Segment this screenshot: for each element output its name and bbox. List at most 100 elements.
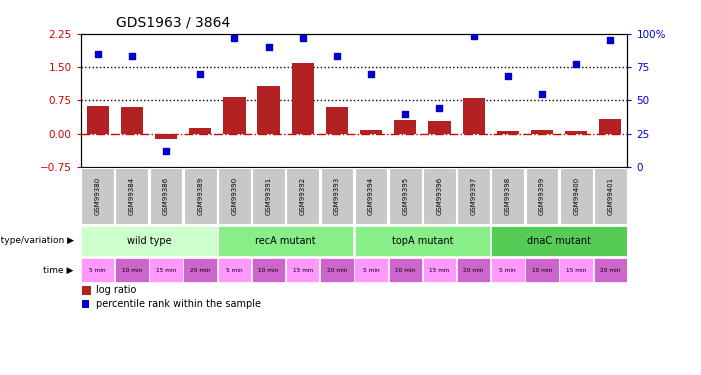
Bar [394,120,416,134]
Bar [423,258,456,282]
Text: 5 min: 5 min [90,267,106,273]
Bar [491,168,524,224]
Bar [87,106,109,134]
Bar [320,168,353,224]
Bar [286,258,320,282]
Bar [463,98,484,134]
Bar [121,107,143,134]
Text: percentile rank within the sample: percentile rank within the sample [96,299,261,309]
Bar [457,168,490,224]
Point [400,111,411,117]
Point [605,38,616,44]
Text: topA mutant: topA mutant [392,236,453,246]
Bar [218,226,353,256]
Text: GSM99400: GSM99400 [573,177,579,215]
Text: 5 min: 5 min [500,267,516,273]
Bar [594,168,627,224]
Text: GSM99386: GSM99386 [163,177,169,215]
Bar [155,134,177,139]
Text: GSM99384: GSM99384 [129,177,135,215]
Bar [252,168,285,224]
Point [229,35,240,41]
Bar [217,258,251,282]
Bar [252,258,285,282]
Bar [81,258,114,282]
Text: GSM99392: GSM99392 [300,177,306,215]
Bar [81,226,217,256]
Bar [531,130,553,134]
Bar [257,86,280,134]
Bar [389,168,422,224]
Point [468,33,479,39]
Bar [184,168,217,224]
Text: 20 min: 20 min [600,267,620,273]
Point [263,44,274,50]
Text: GSM99396: GSM99396 [437,177,442,215]
Bar [428,121,451,134]
Text: 10 min: 10 min [395,267,416,273]
Text: 15 min: 15 min [566,267,586,273]
Point [126,53,137,59]
Text: 5 min: 5 min [226,267,243,273]
Bar [594,258,627,282]
Point [571,62,582,68]
Bar [320,258,354,282]
Point [195,70,206,77]
Text: recA mutant: recA mutant [255,236,316,246]
Text: 10 min: 10 min [532,267,552,273]
Text: GSM99380: GSM99380 [95,177,101,215]
Text: GSM99394: GSM99394 [368,177,374,215]
Text: 15 min: 15 min [429,267,449,273]
Point [502,74,513,80]
Bar [82,300,90,308]
Text: GSM99399: GSM99399 [539,177,545,215]
Point [161,148,172,154]
Text: GSM99390: GSM99390 [231,177,238,215]
Text: dnaC mutant: dnaC mutant [527,236,591,246]
Bar [525,258,559,282]
Bar [355,168,388,224]
Bar [565,131,587,134]
Text: 20 min: 20 min [327,267,347,273]
Bar [559,168,592,224]
Bar [497,131,519,134]
Point [92,51,103,57]
Bar [224,97,245,134]
Bar [115,258,149,282]
Text: GSM99393: GSM99393 [334,177,340,215]
Bar [149,168,182,224]
Text: GSM99395: GSM99395 [402,177,408,215]
Text: genotype/variation ▶: genotype/variation ▶ [0,237,74,246]
Text: 20 min: 20 min [463,267,484,273]
Text: 5 min: 5 min [363,267,379,273]
Bar [286,168,319,224]
Bar [355,226,490,256]
Text: GDS1963 / 3864: GDS1963 / 3864 [116,16,230,30]
Text: 15 min: 15 min [292,267,313,273]
Text: time ▶: time ▶ [43,266,74,274]
Bar [388,258,422,282]
Point [365,70,376,77]
Bar [354,258,388,282]
Text: GSM99398: GSM99398 [505,177,511,215]
Bar [116,168,149,224]
Bar [149,258,183,282]
Bar [184,258,217,282]
Bar [491,258,524,282]
Text: GSM99389: GSM99389 [197,177,203,215]
Bar [491,226,627,256]
Bar [599,119,621,134]
Bar [292,63,314,134]
Bar [81,168,114,224]
Text: GSM99391: GSM99391 [266,177,271,215]
Bar [526,168,559,224]
Point [536,91,547,97]
Bar [457,258,491,282]
Text: 15 min: 15 min [156,267,176,273]
Bar [326,107,348,134]
Text: 10 min: 10 min [122,267,142,273]
Point [297,35,308,41]
Bar [423,168,456,224]
Text: wild type: wild type [127,236,171,246]
Bar [218,168,251,224]
